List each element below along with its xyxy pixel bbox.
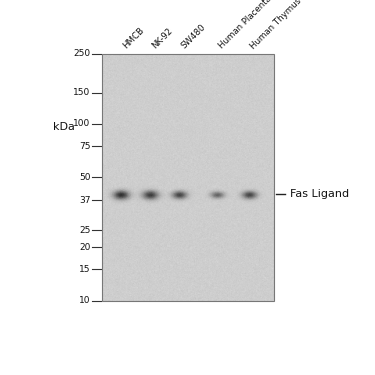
Text: 50: 50 xyxy=(79,172,90,182)
Text: 20: 20 xyxy=(79,243,90,252)
Text: 100: 100 xyxy=(73,120,90,129)
Text: 75: 75 xyxy=(79,141,90,150)
Text: 150: 150 xyxy=(73,88,90,98)
Text: SW480: SW480 xyxy=(179,23,207,51)
Text: Human Thymus: Human Thymus xyxy=(249,0,303,51)
Text: 10: 10 xyxy=(79,296,90,305)
Text: HMCB: HMCB xyxy=(121,26,146,51)
Text: 25: 25 xyxy=(79,226,90,235)
Text: NK-92: NK-92 xyxy=(150,27,174,51)
Text: Fas Ligand: Fas Ligand xyxy=(290,189,349,199)
Text: 37: 37 xyxy=(79,196,90,205)
Bar xyxy=(102,54,273,300)
Text: Human Placenta: Human Placenta xyxy=(217,0,273,51)
Text: 250: 250 xyxy=(74,49,90,58)
Text: 15: 15 xyxy=(79,265,90,274)
Text: kDa: kDa xyxy=(53,122,75,132)
